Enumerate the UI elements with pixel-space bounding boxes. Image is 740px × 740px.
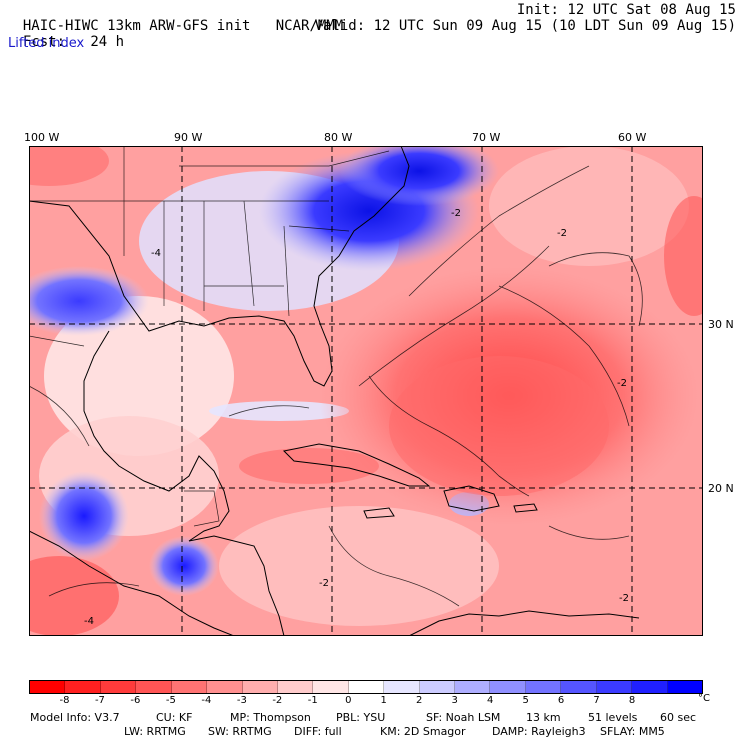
field-blue-mexico-pacific — [39, 471, 129, 561]
valid-time: Valid: 12 UTC Sun 09 Aug 15 (10 LDT Sun … — [314, 18, 736, 34]
field-red-ne-corner — [664, 196, 703, 316]
contour-label: -2 — [319, 578, 329, 589]
colorbar-tick-label: 4 — [486, 695, 494, 706]
colorbar-tick-label: 8 — [628, 695, 636, 706]
model-info-sf: SF: Noah LSM — [426, 711, 501, 724]
colorbar-tick-label: -8 — [59, 695, 70, 706]
colorbar-cell — [313, 681, 349, 693]
colorbar-tick-label: 5 — [522, 695, 529, 706]
colorbar-cell — [596, 681, 633, 693]
init-time: Init: 12 UTC Sat 08 Aug 15 — [516, 2, 736, 18]
colorbar-cell — [455, 681, 491, 693]
org-text: NCAR/MMM — [275, 18, 344, 34]
model-title-text: HAIC-HIWC 13km ARW-GFS init — [22, 18, 251, 34]
model-title: HAIC-HIWC 13km ARW-GFS init NCAR/MMM — [6, 2, 343, 34]
model-info-pbl: PBL: YSU — [336, 711, 386, 724]
state-borders — [29, 146, 390, 527]
contour-label: -2 — [557, 228, 567, 239]
model-info-sw: SW: RRTMG — [208, 725, 272, 738]
model-info-levels: 51 levels — [588, 711, 638, 724]
model-info-timestep: 60 sec — [660, 711, 697, 724]
colorbar-tick-label: -1 — [307, 695, 318, 706]
colorbar-cell — [490, 681, 526, 693]
colorbar-tick-label: -7 — [94, 695, 105, 706]
field-blue-gulf-stripe — [209, 401, 349, 421]
contour-label: -4 — [84, 616, 94, 627]
colorbar-cell — [136, 681, 172, 693]
colorbar-cell — [100, 681, 137, 693]
lat-label-30n: 30 N — [708, 318, 734, 331]
field-light-atlantic-ne — [489, 146, 689, 266]
forecast-hour: Fcst: 24 h — [6, 18, 124, 50]
colorbar-cell — [384, 681, 420, 693]
lon-label-70w: 70 W — [472, 131, 501, 144]
lat-label-20n: 20 N — [708, 482, 734, 495]
colorbar-tick-label: 7 — [593, 695, 600, 706]
colorbar-cell — [348, 681, 385, 693]
lon-label-100w: 100 W — [24, 131, 60, 144]
colorbar-cell — [171, 681, 208, 693]
lon-label-90w: 90 W — [174, 131, 203, 144]
lon-label-80w: 80 W — [324, 131, 353, 144]
fcst-value: 24 h — [90, 34, 125, 50]
model-info-version: Model Info: V3.7 — [30, 711, 120, 724]
colorbar-tick-label: 6 — [557, 695, 565, 706]
colorbar-cell — [561, 681, 597, 693]
colorbar-cell — [667, 681, 703, 693]
colorbar-cell — [65, 681, 101, 693]
model-info-mp: MP: Thompson — [230, 711, 311, 724]
model-info-km: KM: 2D Smagor — [380, 725, 466, 738]
colorbar-tick-label: -6 — [130, 695, 141, 706]
field-name: Lifted index — [8, 36, 85, 51]
contour-label: -4 — [151, 248, 161, 259]
colorbar-tick-label: -3 — [236, 695, 247, 706]
colorbar-cell — [277, 681, 314, 693]
contour-label: -2 — [617, 378, 627, 389]
colorbar-tick-label: -2 — [272, 695, 283, 706]
lon-label-60w: 60 W — [618, 131, 647, 144]
colorbar-cell — [30, 681, 66, 693]
field-light-caribbean — [219, 506, 499, 626]
field-red-cuba — [239, 448, 379, 484]
model-info-resolution: 13 km — [526, 711, 561, 724]
colorbar-cell — [242, 681, 278, 693]
field-blue-virginia — [339, 146, 499, 206]
field-red-bahamas — [389, 356, 609, 496]
field-red-gulf-west — [29, 146, 109, 186]
colorbar-tick-labels: -8 -7 -6 -5 -4 -3 -2 -1 0 1 2 3 4 5 6 7 8 — [0, 695, 740, 707]
model-info-damp: DAMP: Rayleigh3 — [492, 725, 586, 738]
contour-lines — [29, 165, 643, 607]
contour-label: -2 — [451, 208, 461, 219]
map-frame — [29, 146, 703, 636]
field-light-texas — [44, 296, 234, 456]
coastlines — [29, 146, 640, 636]
colorbar-cell — [632, 681, 668, 693]
colorbar — [29, 680, 703, 694]
colorbar-unit: °C — [698, 693, 710, 704]
model-info-sflay: SFLAY: MM5 — [600, 725, 665, 738]
lat-lon-grid — [29, 146, 703, 636]
colorbar-tick-label: 0 — [345, 695, 352, 706]
colorbar-tick-label: -5 — [165, 695, 176, 706]
contour-label: -2 — [619, 593, 629, 604]
field-blue-guatemala — [149, 536, 219, 596]
model-info-diff: DIFF: full — [294, 725, 342, 738]
colorbar-tick-label: 3 — [451, 695, 458, 706]
colorbar-cell — [419, 681, 456, 693]
colorbar-tick-label: 1 — [380, 695, 387, 706]
colorbar-cell — [525, 681, 562, 693]
lifted-index-map: -2 -2 -2 -4 -2 -2 -4 — [29, 146, 703, 636]
model-info-lw: LW: RRTMG — [124, 725, 186, 738]
field-red-sw-mexico — [29, 556, 119, 636]
colorbar-cell — [207, 681, 243, 693]
colorbar-tick-label: -4 — [201, 695, 212, 706]
model-info-cu: CU: KF — [156, 711, 193, 724]
fcst-label: Fcst: — [22, 34, 66, 50]
colorbar-tick-label: 2 — [416, 695, 423, 706]
